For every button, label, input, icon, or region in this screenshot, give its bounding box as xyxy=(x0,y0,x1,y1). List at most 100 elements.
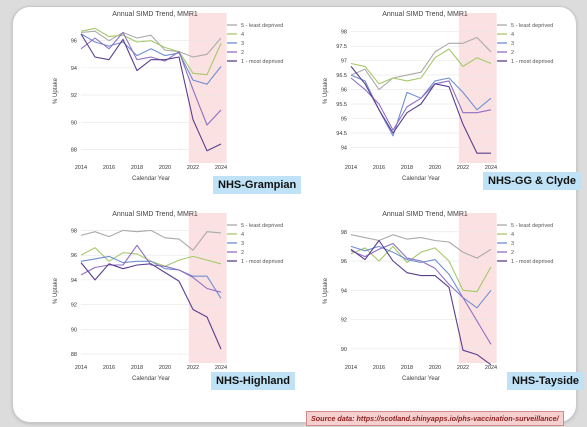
highlight-band xyxy=(458,13,497,163)
legend-label: 5 - least deprived xyxy=(511,223,553,229)
x-axis-label: Calendar Year xyxy=(132,376,170,382)
highlight-band xyxy=(458,213,497,363)
x-tick-label: 2014 xyxy=(75,365,87,371)
legend-label: 2 xyxy=(241,50,244,56)
y-tick-label: 90 xyxy=(71,120,77,126)
x-tick-label: 2020 xyxy=(159,365,171,371)
legend-label: 4 xyxy=(511,32,514,38)
y-tick-label: 90 xyxy=(341,347,347,353)
region-label: NHS-Highland xyxy=(211,372,295,390)
y-tick-label: 94 xyxy=(71,66,77,72)
source-note: Source data: https://scotland.shinyapps.… xyxy=(306,411,564,426)
y-axis-label: % Uptake xyxy=(53,277,59,304)
chart-grampian-svg: 88 90 92 94 96 2014 2016 2018 2020 2022 2024 Annual… xyxy=(53,11,284,182)
x-tick-label: 2020 xyxy=(429,365,441,371)
chart-ggc-svg: 94 94.5 95 95.5 96 96.5 97 97.5 98 2014 2016 2018 20… xyxy=(323,11,554,182)
y-axis-label: % Uptake xyxy=(323,77,329,104)
x-tick-label: 2024 xyxy=(485,165,497,171)
legend-label: 5 - least deprived xyxy=(241,23,283,29)
legend-label: 3 xyxy=(241,241,244,247)
y-tick-label: 92 xyxy=(71,303,77,309)
series-line xyxy=(80,33,222,152)
y-tick-label: 96 xyxy=(71,39,77,45)
x-tick-label: 2014 xyxy=(345,365,357,371)
chart-panel-highland: 88 90 92 94 96 98 2014 2016 2018 2020 2022 2024 Annu… xyxy=(43,209,303,394)
chart-panel-ggc: 94 94.5 95 95.5 96 96.5 97 97.5 98 2014 2016 2018 20… xyxy=(313,9,582,194)
legend-label: 1 - most deprived xyxy=(511,259,554,265)
series-line xyxy=(80,229,222,251)
x-tick-label: 2022 xyxy=(187,165,199,171)
legend-label: 3 xyxy=(511,241,514,247)
y-tick-label: 94 xyxy=(71,278,77,284)
dashboard-board: 88 90 92 94 96 2014 2016 2018 2020 2022 2024 Annual… xyxy=(12,6,585,426)
y-tick-label: 92 xyxy=(341,318,347,324)
x-tick-label: 2022 xyxy=(457,165,469,171)
x-tick-label: 2022 xyxy=(187,365,199,371)
legend-label: 3 xyxy=(511,41,514,47)
y-tick-label: 90 xyxy=(71,327,77,333)
series-line xyxy=(350,245,492,309)
series-line xyxy=(350,239,492,366)
x-tick-label: 2014 xyxy=(75,165,87,171)
legend-label: 2 xyxy=(511,250,514,256)
y-tick-label: 88 xyxy=(71,352,77,358)
series-line xyxy=(80,31,222,126)
x-tick-label: 2024 xyxy=(215,365,227,371)
chart-highland-svg: 88 90 92 94 96 98 2014 2016 2018 2020 2022 2024 Annu… xyxy=(53,211,284,382)
x-tick-label: 2018 xyxy=(131,365,143,371)
x-axis-label: Calendar Year xyxy=(402,176,440,182)
y-tick-label: 94 xyxy=(341,288,347,294)
series-line xyxy=(350,242,492,345)
series-line xyxy=(350,48,492,85)
chart-panel-grampian: 88 90 92 94 96 2014 2016 2018 2020 2022 2024 Annual… xyxy=(43,9,303,194)
region-label: NHS-Grampian xyxy=(213,176,302,194)
y-tick-label: 98 xyxy=(341,30,347,36)
y-tick-label: 94.5 xyxy=(336,131,347,137)
y-axis-label: % Uptake xyxy=(53,77,59,104)
chart-title: Annual SIMD Trend, MMR1 xyxy=(112,211,198,218)
x-tick-label: 2024 xyxy=(215,165,227,171)
legend-label: 1 - most deprived xyxy=(241,259,284,265)
x-axis-label: Calendar Year xyxy=(402,376,440,382)
y-tick-label: 96 xyxy=(71,253,77,259)
series-line xyxy=(350,36,492,91)
series-line xyxy=(350,245,492,293)
y-tick-label: 92 xyxy=(71,93,77,99)
x-tick-label: 2016 xyxy=(373,165,385,171)
legend-label: 2 xyxy=(241,250,244,256)
highlight-band xyxy=(188,213,227,363)
y-tick-label: 97.5 xyxy=(336,44,347,50)
chart-title: Annual SIMD Trend, MMR1 xyxy=(382,11,468,18)
y-tick-label: 95 xyxy=(341,116,347,122)
y-tick-label: 96 xyxy=(341,88,347,94)
chart-panel-tayside: 90 92 94 96 98 2014 2016 2018 2020 2022 2024 Annual… xyxy=(313,209,585,394)
x-tick-label: 2022 xyxy=(457,365,469,371)
series-line xyxy=(80,262,222,350)
series-line xyxy=(80,30,222,58)
legend-label: 3 xyxy=(241,41,244,47)
y-tick-label: 97 xyxy=(341,59,347,65)
series-line xyxy=(350,234,492,259)
region-label: NHS-Tayside xyxy=(507,372,585,390)
region-label: NHS-GG & Clyde xyxy=(483,172,582,190)
chart-tayside-svg: 90 92 94 96 98 2014 2016 2018 2020 2022 2024 Annual… xyxy=(323,211,554,382)
chart-title: Annual SIMD Trend, MMR1 xyxy=(382,211,468,218)
series-line xyxy=(80,244,222,293)
series-line xyxy=(80,255,222,299)
series-line xyxy=(350,66,491,154)
y-tick-label: 98 xyxy=(71,228,77,234)
x-axis-label: Calendar Year xyxy=(132,176,170,182)
y-tick-label: 96 xyxy=(341,259,347,265)
legend-label: 1 - most deprived xyxy=(241,59,284,65)
x-tick-label: 2016 xyxy=(373,365,385,371)
x-tick-label: 2018 xyxy=(401,165,413,171)
legend-label: 1 - most deprived xyxy=(511,59,554,65)
legend-label: 5 - least deprived xyxy=(241,223,283,229)
legend-label: 2 xyxy=(511,50,514,56)
y-tick-label: 94 xyxy=(341,145,347,151)
series-line xyxy=(350,77,492,131)
chart-title: Annual SIMD Trend, MMR1 xyxy=(112,11,198,18)
x-tick-label: 2020 xyxy=(159,165,171,171)
y-axis-label: % Uptake xyxy=(323,277,329,304)
legend-label: 4 xyxy=(241,32,244,38)
